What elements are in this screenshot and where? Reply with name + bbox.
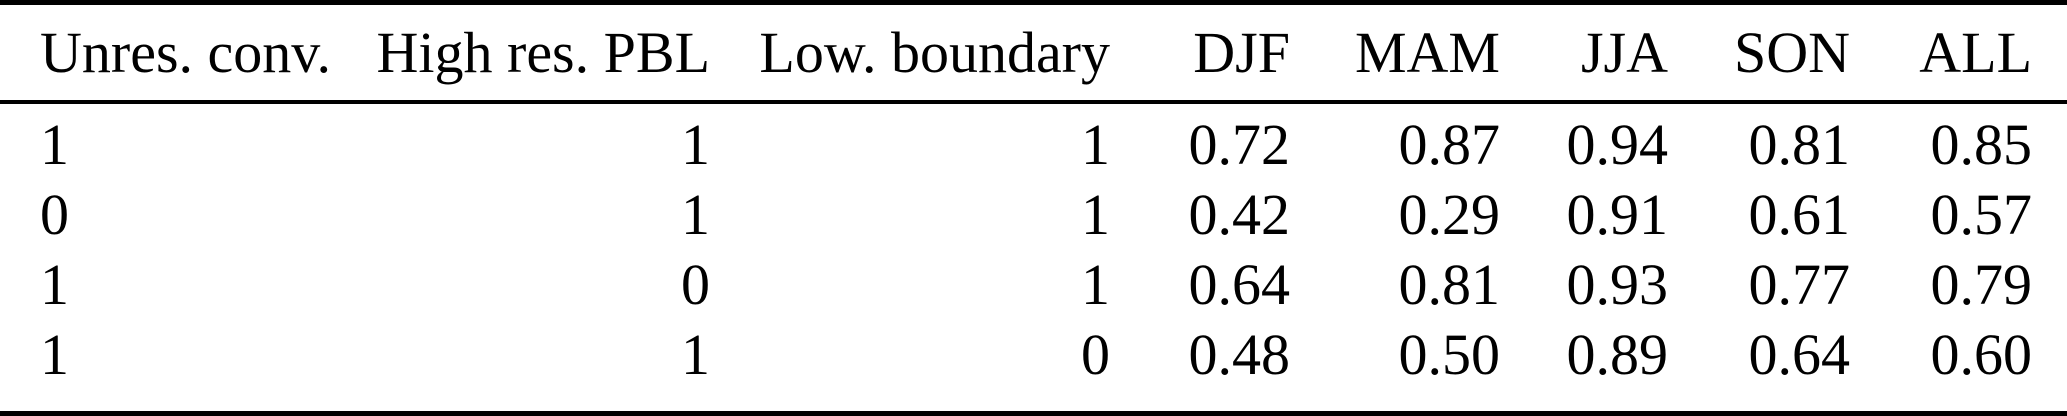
column-header-unres-conv: Unres. conv. (0, 2, 370, 104)
column-header-djf: DJF (1110, 2, 1290, 104)
table-cell: 0.60 (1930, 322, 2033, 387)
table-cell: 0.87 (1398, 112, 1501, 177)
table-cell: 0.81 (1748, 112, 1851, 177)
table-row: 1 1 1 0.72 0.87 0.94 0.81 0.85 (0, 102, 2067, 180)
table-row: 1 1 0 0.48 0.50 0.89 0.64 0.60 (0, 320, 2067, 414)
table-cell: 0.94 (1566, 112, 1669, 177)
column-header-son: SON (1668, 2, 1850, 104)
table-cell: 0.81 (1398, 252, 1501, 317)
header-row: Unres. conv. High res. PBL Low. boundary… (0, 2, 2067, 104)
column-header-jja: JJA (1500, 2, 1668, 104)
table-cell: 1 (681, 322, 710, 387)
table-body: 1 1 1 0.72 0.87 0.94 0.81 0.85 0 1 1 0.4… (0, 102, 2067, 414)
table-cell: 0.91 (1566, 182, 1669, 247)
column-header-high-res-pbl: High res. PBL (370, 2, 710, 104)
table-cell: 1 (40, 112, 69, 177)
table-cell: 0.72 (1188, 112, 1291, 177)
table-cell: 0.61 (1748, 182, 1851, 247)
table-cell: 0.48 (1188, 322, 1291, 387)
table-cell: 0 (1081, 322, 1110, 387)
table-cell: 0.89 (1566, 322, 1669, 387)
table-cell: 0.29 (1398, 182, 1501, 247)
column-header-all: ALL (1850, 2, 2067, 104)
column-header-mam: MAM (1290, 2, 1500, 104)
table-cell: 1 (681, 182, 710, 247)
table-cell: 0 (681, 252, 710, 317)
table-row: 0 1 1 0.42 0.29 0.91 0.61 0.57 (0, 180, 2067, 250)
table-cell: 0.93 (1566, 252, 1669, 317)
table-cell: 0.79 (1930, 252, 2033, 317)
table-cell: 0 (40, 182, 69, 247)
table-cell: 1 (1081, 112, 1110, 177)
table-cell: 1 (40, 322, 69, 387)
table-cell: 0.50 (1398, 322, 1501, 387)
table-cell: 0.64 (1748, 322, 1851, 387)
table-cell: 1 (1081, 182, 1110, 247)
column-header-low-boundary: Low. boundary (710, 2, 1110, 104)
table-cell: 0.77 (1748, 252, 1851, 317)
table-cell: 0.57 (1930, 182, 2033, 247)
table-cell: 0.42 (1188, 182, 1291, 247)
table-row: 1 0 1 0.64 0.81 0.93 0.77 0.79 (0, 250, 2067, 320)
table-cell: 0.85 (1930, 112, 2033, 177)
table-cell: 1 (1081, 252, 1110, 317)
table-cell: 0.64 (1188, 252, 1291, 317)
table-cell: 1 (681, 112, 710, 177)
table-cell: 1 (40, 252, 69, 317)
table-header: Unres. conv. High res. PBL Low. boundary… (0, 2, 2067, 104)
